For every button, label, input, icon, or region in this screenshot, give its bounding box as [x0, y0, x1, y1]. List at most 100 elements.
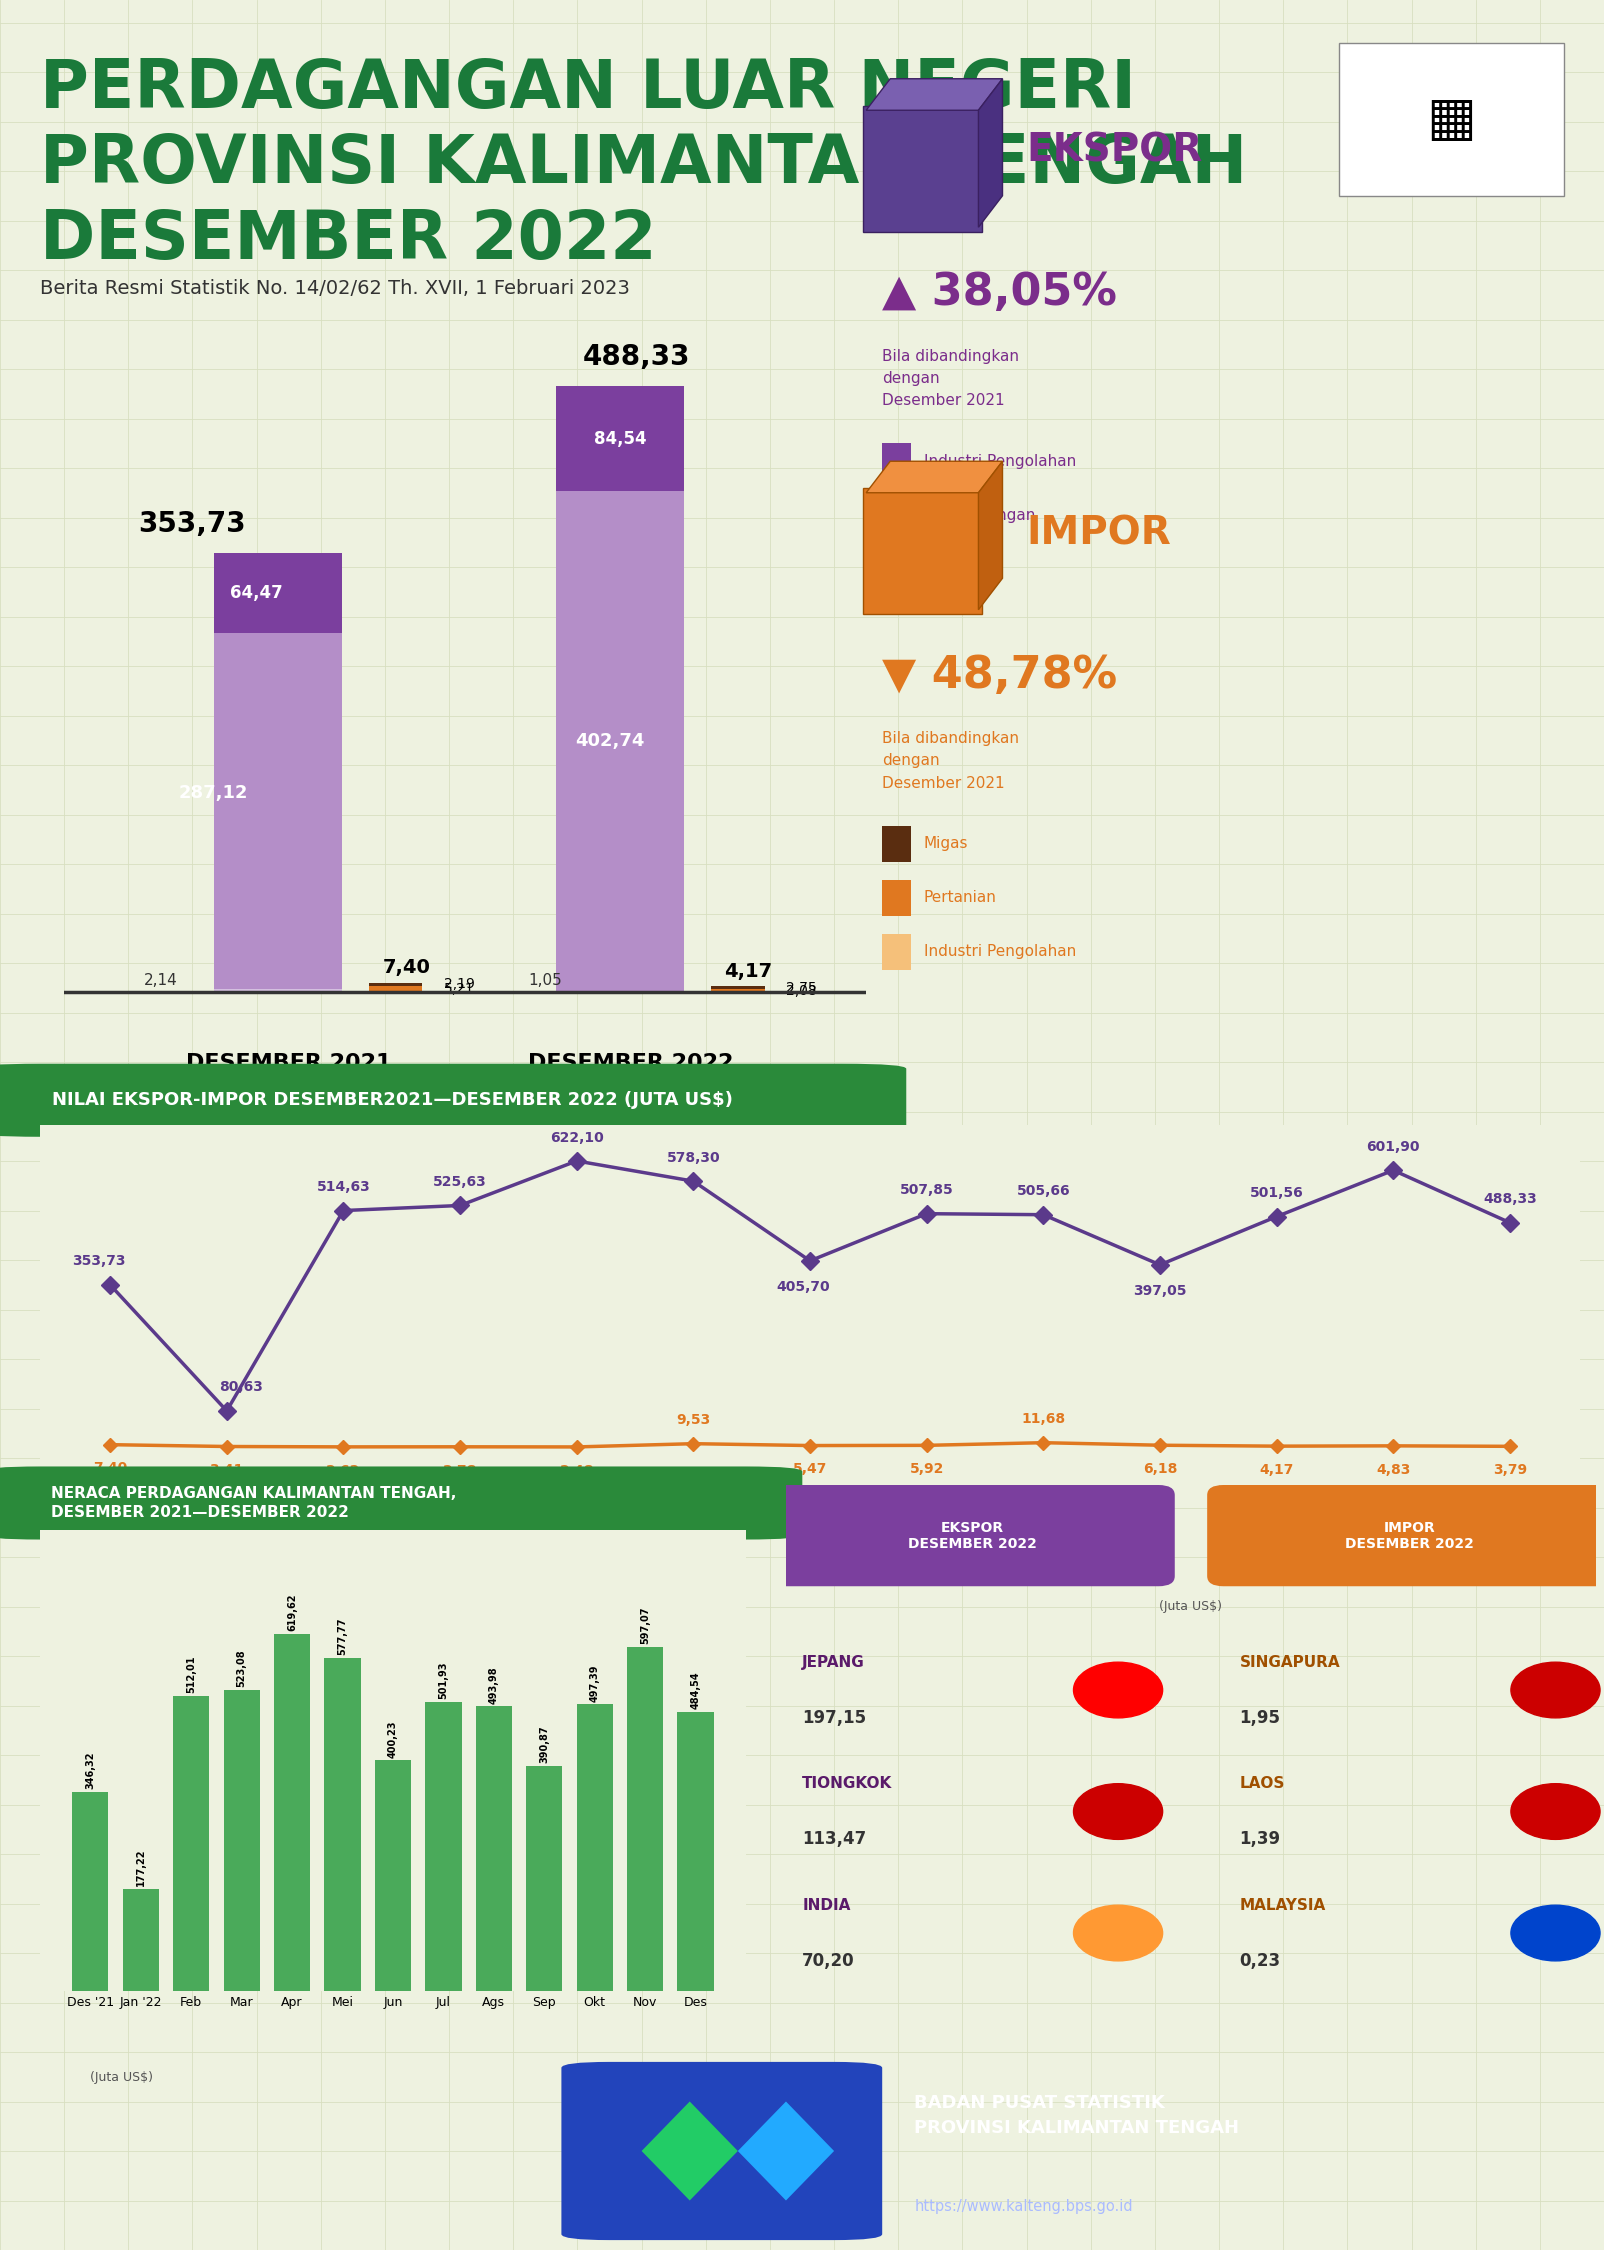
FancyBboxPatch shape [0, 1064, 906, 1136]
FancyBboxPatch shape [863, 488, 982, 614]
Text: DESEMBER 2022: DESEMBER 2022 [40, 207, 656, 272]
Polygon shape [978, 461, 1002, 610]
Text: TIONGKOK: TIONGKOK [802, 1775, 892, 1791]
Text: IMPOR: IMPOR [1027, 515, 1171, 551]
Text: 6,18: 6,18 [1142, 1462, 1177, 1476]
Text: Pertambangan: Pertambangan [924, 508, 1036, 522]
FancyBboxPatch shape [863, 106, 982, 232]
Text: 2,78: 2,78 [443, 1462, 478, 1478]
Text: 1,05: 1,05 [528, 974, 563, 988]
Text: https://www.kalteng.bps.go.id: https://www.kalteng.bps.go.id [914, 2198, 1132, 2214]
Text: 597,07: 597,07 [640, 1606, 650, 1645]
Text: 2,19: 2,19 [444, 976, 475, 992]
Text: ▦: ▦ [1426, 92, 1477, 146]
Bar [882, 826, 911, 862]
Text: 4,83: 4,83 [1376, 1462, 1410, 1476]
Text: PERDAGANGAN LUAR NEGERI: PERDAGANGAN LUAR NEGERI [40, 56, 1136, 122]
Text: DESEMBER 2022: DESEMBER 2022 [528, 1053, 733, 1073]
Circle shape [1073, 1784, 1163, 1840]
Text: EKSPOR
DESEMBER 2022: EKSPOR DESEMBER 2022 [908, 1521, 1036, 1550]
Text: 1,95: 1,95 [1240, 1710, 1280, 1728]
Text: 7,40: 7,40 [93, 1462, 127, 1476]
Text: 622,10: 622,10 [550, 1130, 603, 1145]
Text: 493,98: 493,98 [489, 1665, 499, 1703]
Bar [627, 1647, 664, 1991]
Polygon shape [866, 79, 1002, 110]
Bar [476, 1706, 512, 1991]
Polygon shape [738, 2102, 834, 2200]
Bar [882, 497, 911, 533]
Bar [425, 1701, 462, 1991]
Text: 2,14: 2,14 [143, 974, 178, 988]
Bar [882, 551, 911, 587]
Text: 5,47: 5,47 [792, 1462, 828, 1476]
Text: 619,62: 619,62 [287, 1593, 297, 1631]
Bar [72, 1791, 109, 1991]
Text: 507,85: 507,85 [900, 1184, 953, 1197]
Polygon shape [866, 461, 1002, 493]
Circle shape [1511, 1906, 1601, 1960]
Circle shape [1511, 1784, 1601, 1840]
Bar [882, 443, 911, 479]
Text: 353,73: 353,73 [138, 511, 247, 538]
Text: INDIA: INDIA [802, 1897, 850, 1912]
Text: SINGAPURA: SINGAPURA [1240, 1654, 1341, 1670]
Text: Bila dibandingkan
dengan
Desember 2021: Bila dibandingkan dengan Desember 2021 [882, 731, 1019, 790]
Text: 488,33: 488,33 [582, 344, 690, 371]
Text: JEPANG: JEPANG [802, 1654, 865, 1670]
Circle shape [1073, 1663, 1163, 1719]
Text: 64,47: 64,47 [231, 585, 282, 603]
Text: 497,39: 497,39 [590, 1665, 600, 1701]
FancyBboxPatch shape [1339, 43, 1564, 196]
FancyBboxPatch shape [1208, 1485, 1604, 1586]
Text: 488,33: 488,33 [1484, 1192, 1537, 1206]
Text: 353,73: 353,73 [72, 1253, 125, 1269]
Polygon shape [978, 79, 1002, 227]
Text: 501,56: 501,56 [1250, 1186, 1304, 1199]
Text: 390,87: 390,87 [539, 1726, 549, 1764]
Bar [213, 554, 342, 632]
Circle shape [1073, 1906, 1163, 1960]
Text: Berita Resmi Statistik No. 14/02/62 Th. XVII, 1 Februari 2023: Berita Resmi Statistik No. 14/02/62 Th. … [40, 279, 630, 297]
Bar [213, 990, 342, 992]
Text: PROVINSI KALIMANTAN TENGAH: PROVINSI KALIMANTAN TENGAH [40, 130, 1248, 196]
Text: 577,77: 577,77 [337, 1618, 348, 1656]
Text: 346,32: 346,32 [85, 1750, 95, 1789]
Text: ▲ 38,05%: ▲ 38,05% [882, 270, 1116, 315]
Bar [213, 632, 342, 990]
Bar [557, 387, 685, 490]
Text: NILAI EKSPOR-IMPOR DESEMBER2021—DESEMBER 2022 (JUTA US$): NILAI EKSPOR-IMPOR DESEMBER2021—DESEMBER… [51, 1091, 733, 1109]
Text: 402,74: 402,74 [574, 731, 645, 749]
Bar [223, 1690, 260, 1991]
Text: 2,08: 2,08 [786, 983, 816, 997]
Text: 113,47: 113,47 [802, 1831, 866, 1849]
Bar [882, 934, 911, 970]
Bar [557, 490, 685, 990]
Text: 197,15: 197,15 [802, 1710, 866, 1728]
Text: 84,54: 84,54 [593, 430, 646, 448]
Bar [882, 880, 911, 916]
Circle shape [1511, 1663, 1601, 1719]
Text: 397,05: 397,05 [1134, 1285, 1187, 1298]
Text: 4,17: 4,17 [1259, 1462, 1294, 1476]
Text: MALAYSIA: MALAYSIA [1240, 1897, 1327, 1912]
Text: 5,21: 5,21 [444, 981, 475, 997]
Text: (Juta US$): (Juta US$) [90, 2070, 154, 2084]
Text: 484,54: 484,54 [691, 1672, 701, 1710]
Text: Pertanian: Pertanian [924, 891, 996, 904]
Text: 400,23: 400,23 [388, 1719, 398, 1757]
Text: 9,53: 9,53 [677, 1413, 711, 1426]
Bar [122, 1890, 159, 1991]
Text: 514,63: 514,63 [316, 1179, 371, 1195]
Bar [369, 983, 422, 986]
Text: Pertanian: Pertanian [924, 562, 996, 576]
Text: (Juta US$): (Juta US$) [1160, 1600, 1222, 1613]
Bar [711, 986, 765, 990]
Text: 11,68: 11,68 [1022, 1413, 1065, 1426]
Text: 2,48: 2,48 [560, 1465, 593, 1478]
Bar [173, 1696, 210, 1991]
Text: 525,63: 525,63 [433, 1174, 488, 1188]
Text: 512,01: 512,01 [186, 1656, 196, 1694]
FancyBboxPatch shape [0, 1467, 802, 1539]
Text: 0,23: 0,23 [1240, 1951, 1280, 1971]
